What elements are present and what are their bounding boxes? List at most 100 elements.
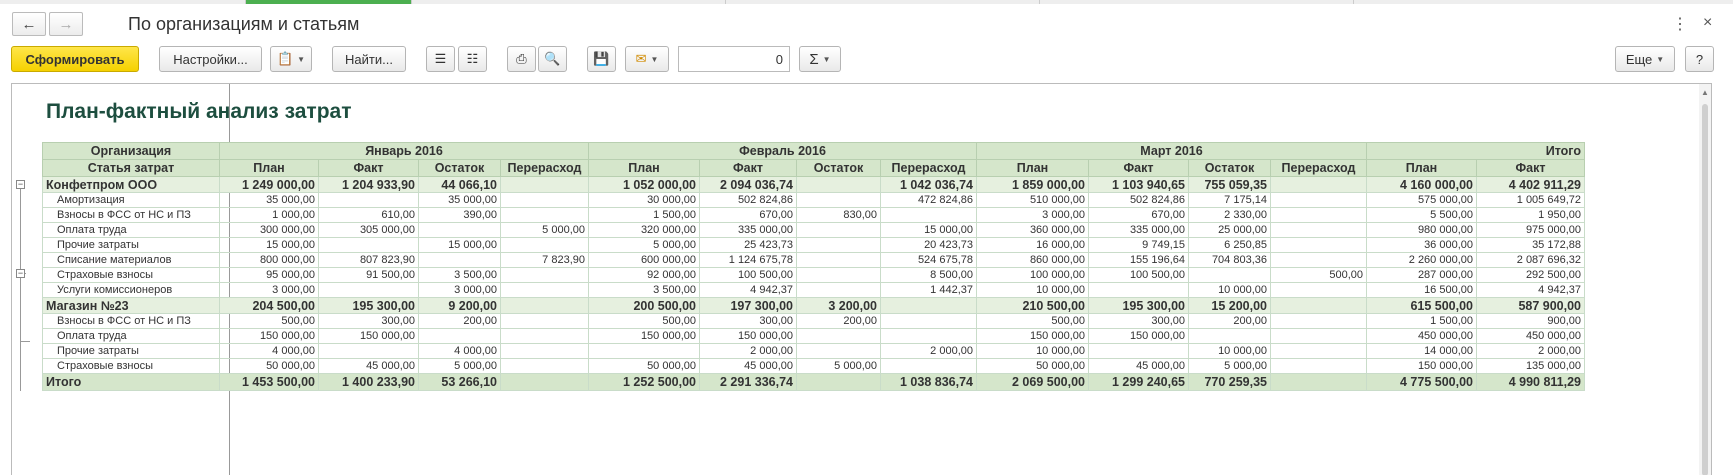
value-cell[interactable]: 5 000,00	[588, 237, 700, 253]
scroll-up-icon[interactable]: ▲	[1701, 88, 1709, 97]
value-cell[interactable]: 600 000,00	[588, 252, 700, 268]
value-cell[interactable]: 510 000,00	[976, 192, 1089, 208]
value-cell[interactable]	[418, 328, 501, 344]
value-cell[interactable]: 1 038 836,74	[880, 373, 977, 391]
value-cell[interactable]: 1 005 649,72	[1476, 192, 1585, 208]
value-cell[interactable]: 9 200,00	[418, 297, 501, 314]
row-label[interactable]: Услуги комиссионеров	[42, 282, 220, 298]
value-cell[interactable]	[1270, 222, 1367, 238]
value-cell[interactable]: 150 000,00	[219, 328, 319, 344]
value-cell[interactable]: 3 200,00	[796, 297, 881, 314]
value-cell[interactable]: 30 000,00	[588, 192, 700, 208]
value-cell[interactable]: 150 000,00	[1088, 328, 1189, 344]
value-cell[interactable]: 305 000,00	[318, 222, 419, 238]
value-cell[interactable]: 300,00	[1088, 313, 1189, 329]
value-cell[interactable]: 860 000,00	[976, 252, 1089, 268]
table-row[interactable]: Прочие затраты 4 000,00 4 000,00 2 000,00 2 …	[42, 343, 1585, 359]
value-cell[interactable]: 16 500,00	[1366, 282, 1477, 298]
value-cell[interactable]	[880, 358, 977, 374]
value-cell[interactable]	[796, 237, 881, 253]
variants-button[interactable]: 📋 ▼	[270, 46, 312, 72]
value-cell[interactable]: 2 087 696,32	[1476, 252, 1585, 268]
value-cell[interactable]	[500, 237, 589, 253]
row-label[interactable]: Амортизация	[42, 192, 220, 208]
print-button[interactable]: ⎙	[507, 46, 536, 72]
value-cell[interactable]	[500, 343, 589, 359]
value-cell[interactable]: 4 402 911,29	[1476, 176, 1585, 193]
value-cell[interactable]: 300,00	[699, 313, 797, 329]
value-cell[interactable]	[418, 222, 501, 238]
value-cell[interactable]: 4 000,00	[418, 343, 501, 359]
value-cell[interactable]: 502 824,86	[699, 192, 797, 208]
value-cell[interactable]: 3 500,00	[588, 282, 700, 298]
value-cell[interactable]	[1270, 328, 1367, 344]
value-cell[interactable]	[1270, 282, 1367, 298]
value-cell[interactable]	[1270, 252, 1367, 268]
value-cell[interactable]: 100 500,00	[699, 267, 797, 283]
row-label[interactable]: Оплата труда	[42, 328, 220, 344]
row-label[interactable]: Прочие затраты	[42, 343, 220, 359]
value-cell[interactable]: 2 260 000,00	[1366, 252, 1477, 268]
settings-button[interactable]: Настройки...	[159, 46, 262, 72]
row-label[interactable]: Магазин №23	[42, 297, 220, 314]
table-row[interactable]: Оплата труда 300 000,00 305 000,00 5 000,00…	[42, 222, 1585, 238]
value-cell[interactable]	[1270, 192, 1367, 208]
value-cell[interactable]	[318, 343, 419, 359]
value-cell[interactable]: 472 824,86	[880, 192, 977, 208]
value-cell[interactable]	[796, 176, 881, 193]
find-button[interactable]: Найти...	[332, 46, 406, 72]
value-cell[interactable]: 980 000,00	[1366, 222, 1477, 238]
value-cell[interactable]: 200,00	[796, 313, 881, 329]
value-cell[interactable]: 500,00	[219, 313, 319, 329]
value-cell[interactable]: 45 000,00	[699, 358, 797, 374]
table-row[interactable]: Прочие затраты 15 000,00 15 000,00 5 000,00…	[42, 237, 1585, 253]
value-cell[interactable]: 53 266,10	[418, 373, 501, 391]
value-cell[interactable]: 1 000,00	[219, 207, 319, 223]
value-cell[interactable]: 2 069 500,00	[976, 373, 1089, 391]
value-cell[interactable]: 200,00	[1188, 313, 1271, 329]
value-cell[interactable]: 320 000,00	[588, 222, 700, 238]
value-cell[interactable]: 91 500,00	[318, 267, 419, 283]
value-cell[interactable]: 45 000,00	[318, 358, 419, 374]
value-cell[interactable]: 204 500,00	[219, 297, 319, 314]
value-cell[interactable]	[500, 313, 589, 329]
value-cell[interactable]: 44 066,10	[418, 176, 501, 193]
value-cell[interactable]: 2 000,00	[699, 343, 797, 359]
value-cell[interactable]: 755 059,35	[1188, 176, 1271, 193]
value-cell[interactable]: 200,00	[418, 313, 501, 329]
value-cell[interactable]: 195 300,00	[318, 297, 419, 314]
value-cell[interactable]: 14 000,00	[1366, 343, 1477, 359]
value-cell[interactable]	[1270, 373, 1367, 391]
value-cell[interactable]	[1270, 313, 1367, 329]
value-cell[interactable]: 770 259,35	[1188, 373, 1271, 391]
value-cell[interactable]	[1270, 237, 1367, 253]
row-label[interactable]: Страховые взносы	[42, 267, 220, 283]
value-cell[interactable]: 10 000,00	[976, 343, 1089, 359]
value-cell[interactable]: 36 000,00	[1366, 237, 1477, 253]
value-cell[interactable]: 10 000,00	[1188, 343, 1271, 359]
tab-active[interactable]	[246, 0, 412, 4]
value-cell[interactable]: 5 000,00	[1188, 358, 1271, 374]
back-button[interactable]: ←	[12, 12, 46, 36]
value-cell[interactable]	[500, 373, 589, 391]
value-cell[interactable]	[1188, 328, 1271, 344]
group-row[interactable]: Конфетпром ООО 1 249 000,00 1 204 933,90 44…	[42, 176, 1585, 193]
value-cell[interactable]: 150 000,00	[1366, 358, 1477, 374]
value-cell[interactable]: 502 824,86	[1088, 192, 1189, 208]
value-cell[interactable]	[796, 252, 881, 268]
value-cell[interactable]: 16 000,00	[976, 237, 1089, 253]
value-cell[interactable]: 150 000,00	[976, 328, 1089, 344]
value-cell[interactable]	[500, 176, 589, 193]
value-cell[interactable]	[796, 328, 881, 344]
value-cell[interactable]: 8 500,00	[880, 267, 977, 283]
value-cell[interactable]: 2 291 336,74	[699, 373, 797, 391]
value-cell[interactable]: 587 900,00	[1476, 297, 1585, 314]
value-cell[interactable]: 1 204 933,90	[318, 176, 419, 193]
value-cell[interactable]	[500, 267, 589, 283]
value-cell[interactable]	[318, 282, 419, 298]
row-label[interactable]: Списание материалов	[42, 252, 220, 268]
value-cell[interactable]: 150 000,00	[588, 328, 700, 344]
value-cell[interactable]: 6 250,85	[1188, 237, 1271, 253]
total-row[interactable]: Итого 1 453 500,00 1 400 233,90 53 266,10 1 …	[42, 373, 1585, 391]
value-cell[interactable]: 575 000,00	[1366, 192, 1477, 208]
